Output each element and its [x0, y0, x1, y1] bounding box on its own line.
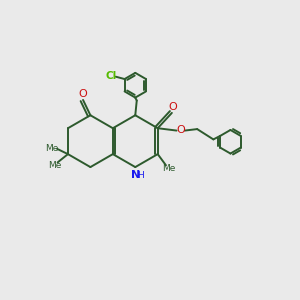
Text: O: O [176, 125, 185, 135]
Text: Me: Me [162, 164, 176, 173]
Text: H: H [137, 171, 144, 180]
Text: Me: Me [48, 161, 61, 170]
Text: N: N [131, 170, 140, 180]
Text: O: O [168, 102, 177, 112]
Text: Cl: Cl [105, 71, 116, 81]
Text: O: O [78, 89, 87, 99]
Text: Me: Me [45, 144, 58, 153]
